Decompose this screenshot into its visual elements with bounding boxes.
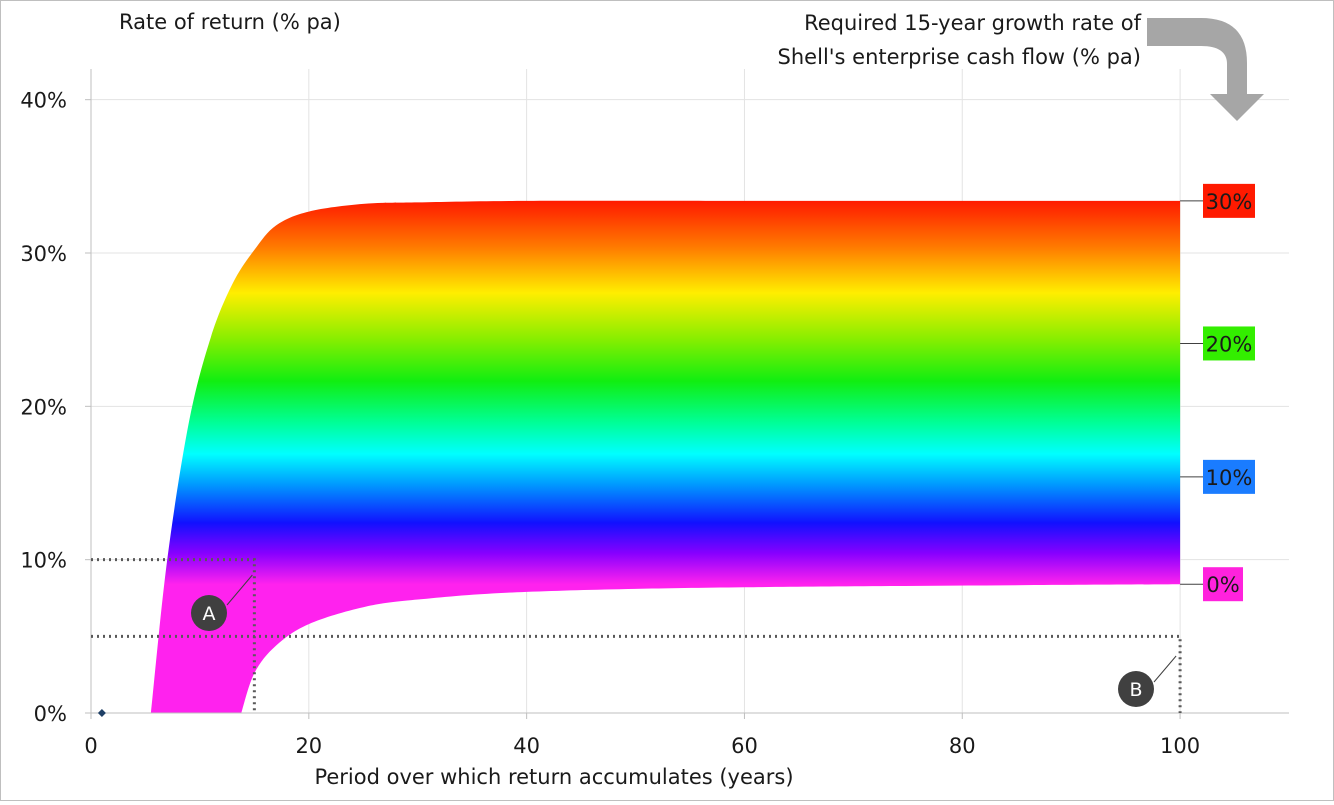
y-tick-label: 40% [20, 89, 67, 113]
reference-line-a [91, 558, 256, 713]
series-label-text: 20% [1206, 332, 1253, 356]
y-axis-title: Rate of return (% pa) [119, 10, 341, 34]
y-tick-label: 10% [20, 549, 67, 573]
legend-title-line-1: Required 15-year growth rate of [804, 11, 1142, 35]
marker-leader-a [226, 574, 253, 606]
x-tick-label: 40 [513, 734, 540, 758]
series-label-box [1203, 183, 1255, 218]
marker-a-label: A [203, 603, 216, 625]
axes: 0% 10% 20% 30% 40% 0 20 40 60 80 100 [20, 69, 1289, 758]
reference-line-b [91, 634, 1182, 713]
series-label-box [1203, 459, 1255, 494]
growth-rate-bands [150, 200, 1181, 714]
y-tick-label: 0% [34, 702, 67, 726]
y-tick-label: 30% [20, 242, 67, 266]
y-tick-label: 20% [20, 395, 67, 419]
marker-leader-b [1153, 655, 1177, 683]
x-tick-label: 80 [949, 734, 976, 758]
legend: 30% 20% 10% 0% [1147, 18, 1264, 602]
x-tick-label: 20 [295, 734, 322, 758]
axis-labels: Rate of return (% pa) Period over which … [119, 10, 1142, 789]
series-label-box [1203, 567, 1243, 602]
x-tick-label: 100 [1160, 734, 1200, 758]
series-label-text: 0% [1206, 573, 1239, 597]
growth-rate-band-area [150, 200, 1181, 714]
reference-lines: AB [91, 558, 1182, 717]
curved-down-arrow-icon [1147, 18, 1264, 121]
series-label-text: 30% [1206, 190, 1253, 214]
data-point-marker [97, 709, 106, 717]
legend-title-line-2: Shell's enterprise cash flow (% pa) [778, 45, 1141, 69]
marker-b-label: B [1129, 679, 1142, 701]
marker-b-badge [1118, 671, 1154, 707]
x-axis-title: Period over which return accumulates (ye… [314, 765, 793, 789]
marker-a-badge [191, 595, 227, 631]
x-tick-label: 60 [731, 734, 758, 758]
x-tick-label: 0 [84, 734, 97, 758]
series-label-text: 10% [1206, 466, 1253, 490]
series-label-box [1203, 326, 1255, 361]
